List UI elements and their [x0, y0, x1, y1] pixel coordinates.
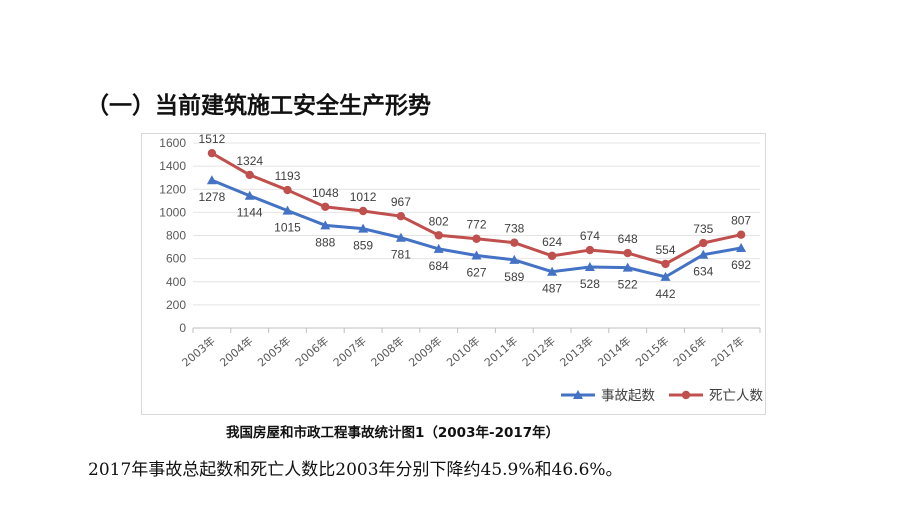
- data-label: 487: [542, 282, 562, 296]
- x-tick-label: 2015年: [633, 334, 672, 370]
- x-tick-label: 2013年: [557, 334, 596, 370]
- data-point: [283, 185, 292, 195]
- data-label: 1512: [199, 133, 226, 146]
- data-point: [320, 220, 331, 230]
- data-point: [434, 231, 443, 240]
- legend-marker: [573, 390, 583, 399]
- data-label: 738: [504, 222, 524, 236]
- data-label: 624: [542, 235, 562, 249]
- data-label: 1193: [275, 169, 301, 183]
- data-point: [661, 259, 670, 269]
- data-point: [206, 175, 217, 185]
- x-tick-label: 2005年: [255, 334, 294, 370]
- data-label: 522: [618, 278, 638, 292]
- data-point: [472, 234, 481, 243]
- data-label: 684: [429, 259, 449, 273]
- data-point: [358, 223, 369, 233]
- legend-label: 死亡人数: [709, 388, 763, 404]
- chart-caption: 我国房屋和市政工程事故统计图1（2003年-2017年）: [226, 425, 560, 441]
- data-label: 554: [655, 243, 675, 257]
- data-point: [207, 148, 217, 158]
- data-point: [395, 232, 406, 242]
- x-tick-label: 2012年: [519, 334, 558, 370]
- data-point: [282, 205, 293, 215]
- data-point: [699, 238, 708, 248]
- y-tick-label: 600: [166, 252, 186, 266]
- x-tick-label: 2017年: [708, 334, 747, 370]
- legend-marker: [681, 390, 691, 400]
- data-point: [245, 170, 254, 180]
- summary-text: 2017年事故总起数和死亡人数比2003年分别下降约45.9%和46.6%。: [88, 460, 623, 480]
- page-heading: （一）当前建筑施工安全生产形势: [86, 93, 431, 119]
- x-tick-label: 2014年: [595, 334, 634, 370]
- data-label: 528: [580, 277, 600, 291]
- data-point: [547, 251, 557, 261]
- data-point: [471, 250, 482, 260]
- x-tick-label: 2008年: [368, 334, 407, 370]
- data-label: 1015: [274, 221, 301, 235]
- data-label: 807: [731, 214, 751, 228]
- data-point: [736, 230, 746, 239]
- y-tick-label: 0: [179, 321, 186, 335]
- data-label: 648: [618, 232, 638, 246]
- legend-label: 事故起数: [601, 388, 655, 404]
- data-label: 634: [693, 265, 713, 279]
- data-point: [660, 271, 671, 281]
- data-point: [510, 238, 519, 247]
- data-label: 859: [353, 239, 373, 253]
- data-label: 442: [655, 287, 675, 301]
- y-tick-label: 1000: [159, 205, 186, 219]
- data-label: 1278: [199, 190, 226, 204]
- data-point: [698, 249, 709, 259]
- x-tick-label: 2007年: [330, 334, 369, 370]
- data-label: 735: [693, 222, 713, 236]
- data-label: 1324: [236, 154, 263, 168]
- data-label: 589: [504, 270, 524, 284]
- x-tick-label: 2003年: [179, 334, 218, 370]
- data-point: [585, 245, 595, 255]
- data-label: 1144: [237, 206, 263, 220]
- y-tick-label: 400: [166, 275, 186, 289]
- data-point: [509, 254, 520, 264]
- y-tick-label: 200: [166, 298, 186, 312]
- data-label: 781: [391, 248, 411, 262]
- x-tick-label: 2006年: [292, 334, 331, 370]
- data-label: 692: [731, 258, 751, 272]
- x-tick-label: 2004年: [217, 334, 256, 370]
- data-point: [396, 211, 406, 221]
- data-point: [547, 266, 558, 276]
- y-tick-label: 1400: [159, 159, 186, 173]
- x-tick-label: 2011年: [481, 334, 520, 370]
- data-point: [244, 190, 255, 200]
- y-tick-label: 1200: [159, 182, 186, 196]
- data-label: 627: [466, 266, 486, 280]
- data-point: [584, 261, 595, 271]
- data-point: [736, 242, 747, 252]
- data-label: 802: [429, 214, 449, 228]
- x-tick-label: 2009年: [406, 334, 445, 370]
- chart-frame: [141, 133, 766, 415]
- data-label: 1012: [350, 190, 377, 204]
- data-label: 967: [391, 195, 411, 209]
- data-point: [358, 206, 368, 216]
- y-tick-label: 800: [166, 229, 186, 243]
- y-tick-label: 1600: [159, 136, 186, 150]
- data-label: 1048: [312, 186, 339, 200]
- x-tick-label: 2016年: [670, 334, 709, 370]
- data-point: [321, 202, 330, 212]
- data-label: 888: [315, 235, 335, 249]
- data-point: [623, 248, 632, 258]
- data-point: [622, 262, 633, 272]
- data-point: [433, 243, 444, 253]
- x-tick-label: 2010年: [444, 334, 483, 370]
- data-label: 674: [580, 229, 600, 243]
- data-label: 772: [466, 218, 486, 232]
